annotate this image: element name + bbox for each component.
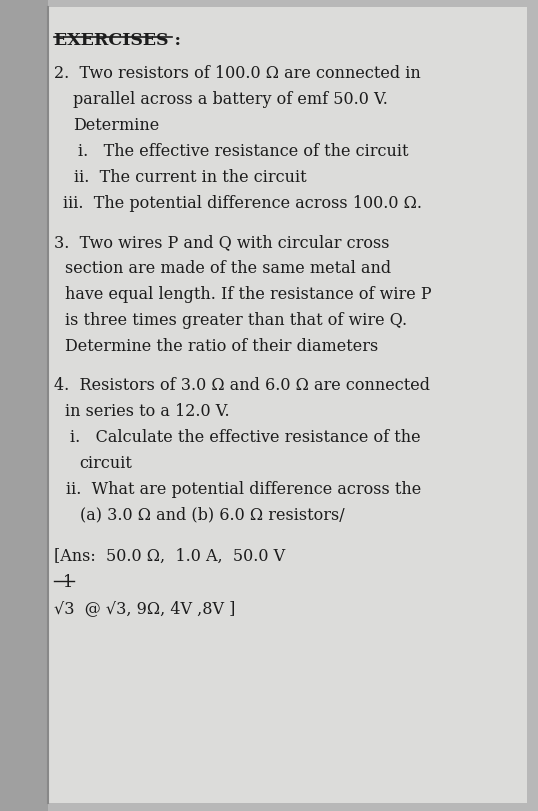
Text: iii.  The potential difference across 100.0 Ω.: iii. The potential difference across 100… [63,195,422,212]
Text: [Ans:  50.0 Ω,  1.0 A,  50.0 V: [Ans: 50.0 Ω, 1.0 A, 50.0 V [54,547,285,564]
Text: (a) 3.0 Ω and (b) 6.0 Ω resistors/: (a) 3.0 Ω and (b) 6.0 Ω resistors/ [80,506,344,523]
Text: 2.  Two resistors of 100.0 Ω are connected in: 2. Two resistors of 100.0 Ω are connecte… [54,65,421,82]
Text: ii.  The current in the circuit: ii. The current in the circuit [74,169,307,186]
Text: Determine: Determine [73,117,159,134]
Text: have equal length. If the resistance of wire P: have equal length. If the resistance of … [65,285,431,303]
Text: section are made of the same metal and: section are made of the same metal and [65,260,391,277]
Text: parallel across a battery of emf 50.0 V.: parallel across a battery of emf 50.0 V. [73,91,387,108]
Bar [48,8,527,803]
Text: ii.  What are potential difference across the: ii. What are potential difference across… [66,480,421,497]
Text: i.   The effective resistance of the circuit: i. The effective resistance of the circu… [78,143,408,160]
Text: 1: 1 [63,573,74,590]
Text: EXERCISES :: EXERCISES : [54,32,181,49]
Text: circuit: circuit [80,454,132,471]
Text: in series to a 12.0 V.: in series to a 12.0 V. [65,402,229,419]
Text: is three times greater than that of wire Q.: is three times greater than that of wire… [65,311,407,328]
Text: Determine the ratio of their diameters: Determine the ratio of their diameters [65,337,378,354]
Bar [0,0,48,811]
Text: √3  @ √3, 9Ω, 4V ,8V ]: √3 @ √3, 9Ω, 4V ,8V ] [54,599,235,616]
Text: 3.  Two wires P and Q with circular cross: 3. Two wires P and Q with circular cross [54,234,390,251]
Text: i.   Calculate the effective resistance of the: i. Calculate the effective resistance of… [70,428,421,445]
Text: 4.  Resistors of 3.0 Ω and 6.0 Ω are connected: 4. Resistors of 3.0 Ω and 6.0 Ω are conn… [54,376,430,393]
